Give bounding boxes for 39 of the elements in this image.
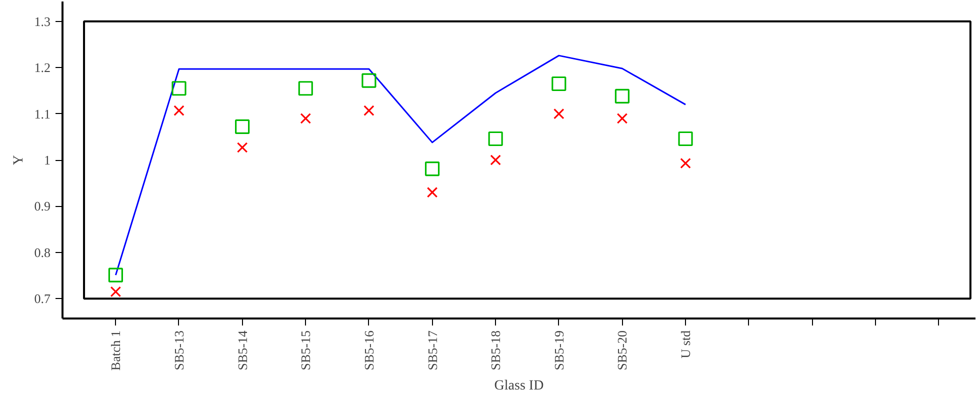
x-tick-label: SB5-19	[551, 330, 566, 370]
x-tick-label: SB5-18	[488, 330, 504, 370]
point	[424, 161, 440, 176]
point	[552, 76, 566, 92]
y-tick-label: 0.8	[34, 244, 50, 260]
point	[553, 108, 564, 120]
x-tick-label: SB5-16	[361, 330, 376, 370]
point	[616, 113, 628, 124]
x-tick-label: SB5-17	[424, 330, 440, 370]
point	[678, 131, 693, 146]
y-tick-label: 0.7	[34, 291, 51, 306]
y-tick-label: 1.1	[34, 106, 50, 122]
y-tick-label: 0.9	[34, 198, 50, 214]
y-tick-label: 1.3	[34, 14, 50, 29]
x-tick-label: SB5-14	[234, 330, 250, 370]
point	[235, 119, 250, 134]
y-axis-title: Y	[11, 154, 26, 166]
x-tick-label: Batch 1	[108, 330, 124, 371]
point	[174, 105, 184, 116]
point	[426, 186, 438, 198]
y-tick-label: 1.2	[34, 60, 50, 76]
point	[298, 81, 313, 96]
point	[488, 131, 503, 146]
point	[614, 88, 630, 104]
point	[490, 154, 501, 166]
point	[362, 73, 376, 88]
x-tick-label: SB5-20	[614, 330, 630, 370]
x-axis-title: Glass ID	[494, 378, 544, 394]
point	[108, 268, 123, 282]
y-tick-label: 1	[44, 152, 50, 168]
point	[236, 142, 248, 153]
point	[300, 113, 312, 124]
point	[680, 158, 691, 169]
x-tick-label: SB5-15	[298, 330, 314, 370]
point	[110, 286, 122, 298]
point	[364, 105, 374, 116]
x-tick-label: SB5-13	[172, 330, 186, 370]
x-tick-label: U std	[678, 330, 694, 358]
point	[172, 81, 186, 96]
